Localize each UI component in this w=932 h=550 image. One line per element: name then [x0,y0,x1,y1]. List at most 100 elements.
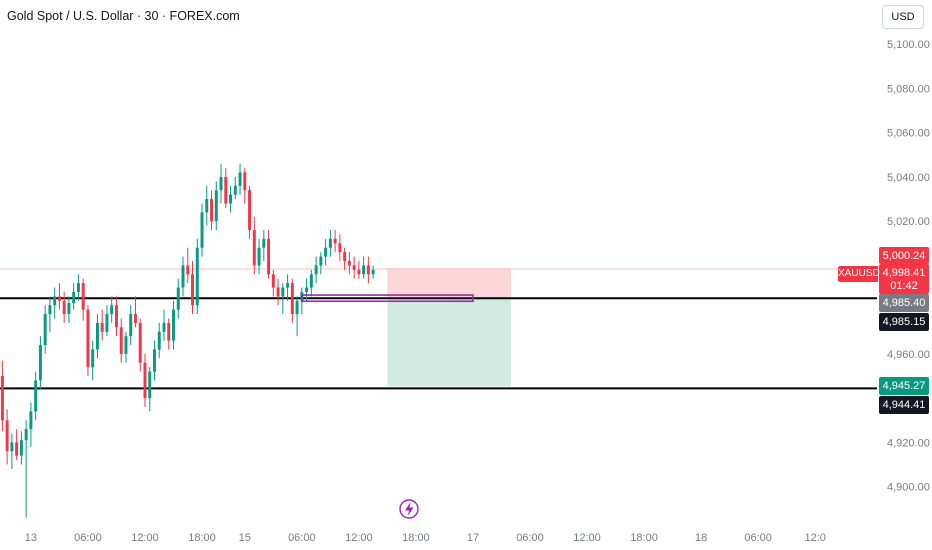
candle [62,291,66,323]
candle [309,269,313,297]
candle-body [362,265,366,275]
candle [214,181,218,231]
candle [286,274,290,301]
candle-body [48,305,52,315]
candle [195,238,199,315]
stop-loss-zone[interactable] [387,268,511,299]
candle [5,409,9,465]
candle [76,274,80,301]
candle-body [262,238,266,248]
candle-body [271,274,275,288]
price-label-lower: 4,944.41 [879,396,929,414]
currency-button[interactable]: USD [882,5,924,29]
candle [314,256,318,284]
candle [105,305,109,337]
candle [53,287,57,319]
candle-body [276,287,280,297]
candle-body [357,269,361,275]
candle-body [138,322,142,363]
x-tick-label: 18 [695,532,707,544]
x-tick-label: 15 [239,532,251,544]
candle-body [252,230,256,266]
candle-body [295,300,299,315]
price-label-sl: 4,985.40 [879,294,929,312]
candle-body [133,314,137,323]
candle [186,247,190,284]
candle [15,429,19,461]
candle [328,230,332,257]
candle [181,256,185,297]
candle-body [181,265,185,288]
candle-body [105,314,109,332]
candle-body [72,291,76,304]
candle [257,238,261,275]
candle [124,331,128,363]
candle-body [19,440,23,456]
symbol-tag: XAUUSD [838,266,880,282]
take-profit-zone[interactable] [387,298,511,387]
candle-body [38,345,42,381]
candle-body [347,261,351,266]
candle-body [100,322,104,332]
candle [172,300,175,350]
candle-body [76,283,80,292]
candle-body [233,185,237,195]
candle [167,318,171,350]
candle-body [224,176,228,204]
candle [338,234,342,261]
candle [95,314,99,359]
y-tick-label: 4,960.00 [887,349,930,361]
candle [114,296,118,337]
candle-body [15,442,19,456]
candle-body [43,314,47,346]
candle-body [34,380,38,412]
y-tick-label: 5,060.00 [887,128,930,140]
candle [162,309,166,341]
candle [133,296,137,328]
candle-body [338,243,342,253]
candle [233,176,237,200]
price-label-lower-text: 4,944.41 [883,399,926,411]
candle-body [0,376,4,421]
x-tick-label: 12:00 [345,532,373,544]
candle [57,283,61,310]
candle [24,420,28,518]
candle-body [10,442,14,452]
candle-body [24,429,28,441]
y-tick-label: 4,920.00 [887,437,930,449]
candle [29,402,33,447]
candle-body [53,296,57,306]
lightning-icon[interactable] [399,499,419,519]
candle [81,278,85,321]
x-tick-label: 18:00 [402,532,430,544]
candle-body [210,199,213,222]
candle [34,371,38,421]
y-tick-label: 5,040.00 [887,172,930,184]
candle-body [343,252,347,261]
candle-body [91,349,95,368]
candle-body [324,247,328,257]
candle [252,216,256,275]
candle-body [95,322,99,350]
candle [210,190,213,231]
candle [143,353,147,407]
price-label-high-text: 5,000.24 [883,250,926,262]
price-label-high: 5,000.24 [879,247,929,264]
price-label-tp-text: 4,945.27 [883,380,926,392]
candle-body [219,176,223,191]
candle-body [129,314,133,337]
candle [0,360,4,432]
candle [352,256,356,279]
highlight-rectangle[interactable] [301,294,474,303]
x-tick-label: 12:00 [573,532,601,544]
x-tick-label: 06:00 [516,532,544,544]
candle [271,269,275,297]
candle-body [62,300,66,315]
candle-body [281,287,285,297]
price-label-sl-bg [879,294,929,312]
price-label-current-text: 01:42 [890,280,918,292]
candle-body [286,283,290,288]
